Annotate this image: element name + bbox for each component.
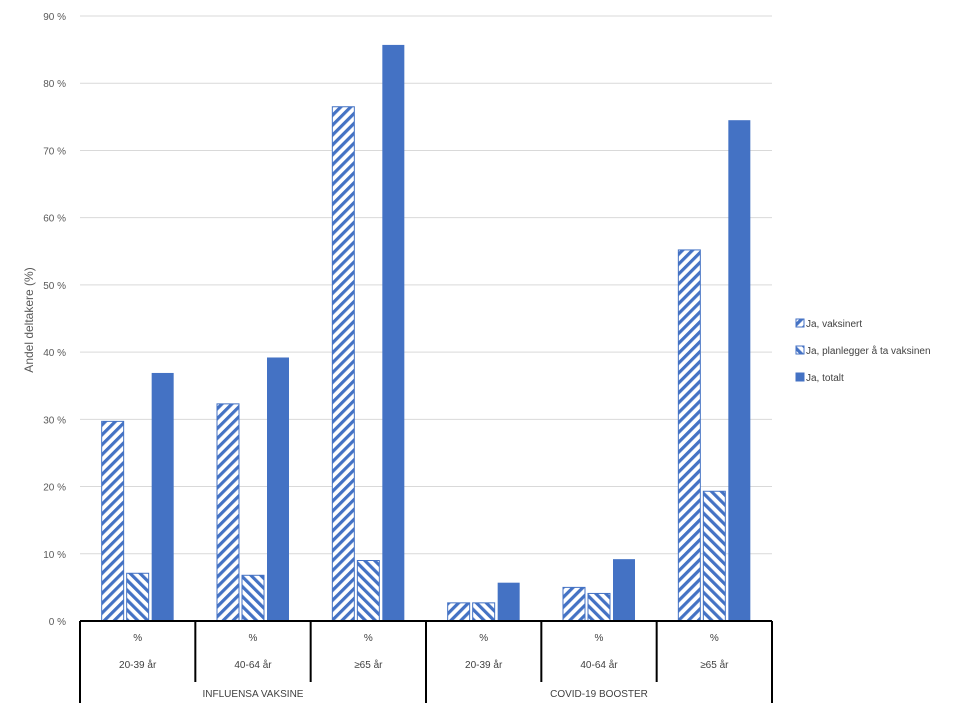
- legend-swatch: [795, 372, 805, 382]
- x-unit-label: %: [133, 633, 142, 644]
- x-unit-label: %: [710, 633, 719, 644]
- bar: [613, 559, 635, 621]
- bar: [126, 572, 150, 622]
- bar: [216, 403, 240, 622]
- y-tick-label: 50 %: [43, 281, 66, 292]
- bar: [677, 249, 701, 622]
- x-unit-label: %: [479, 633, 488, 644]
- y-tick-label: 80 %: [43, 79, 66, 90]
- x-category-label: 40-64 år: [580, 659, 618, 671]
- legend-swatch: [795, 345, 805, 355]
- y-tick-label: 30 %: [43, 415, 66, 426]
- y-tick-label: 20 %: [43, 483, 66, 494]
- gridlines: [80, 15, 772, 555]
- bar: [447, 602, 471, 622]
- bar: [728, 120, 751, 621]
- x-group-label: COVID-19 BOOSTER: [550, 689, 648, 700]
- x-axis: % 20-39 år% 40-64 år% ≥65 år% 20-39 år% 40-64…: [79, 620, 773, 703]
- y-axis-ticks: 0 % 10 % 20 % 30 % 40 % 50 % 60 % 70 % 80 % 90 %: [43, 12, 66, 628]
- bar: [562, 586, 586, 622]
- bar: [267, 357, 289, 621]
- legend-label: Ja, planlegger å ta vaksinen: [806, 345, 931, 357]
- x-unit-label: %: [364, 633, 373, 644]
- bar: [151, 372, 174, 621]
- y-axis-title: Andel deltakere (%): [22, 267, 36, 372]
- y-tick-label: 90 %: [43, 12, 66, 23]
- bar: [101, 420, 125, 622]
- legend-swatch: [795, 318, 805, 328]
- y-tick-label: 70 %: [43, 146, 66, 157]
- legend-label: Ja, vaksinert: [806, 319, 862, 330]
- legend: Ja, vaksinert Ja, planlegger å ta vaksine…: [795, 318, 931, 384]
- bar: [497, 582, 520, 621]
- x-category-label: ≥65 år: [354, 659, 383, 671]
- y-tick-label: 0 %: [49, 617, 66, 628]
- bar: [241, 574, 265, 622]
- bars: [101, 44, 751, 622]
- x-category-label: ≥65 år: [700, 659, 729, 671]
- bar: [472, 602, 496, 622]
- x-group-label: INFLUENSA VAKSINE: [203, 689, 304, 700]
- x-category-label: 20-39 år: [465, 659, 503, 671]
- bar: [356, 560, 380, 622]
- y-tick-label: 40 %: [43, 348, 66, 359]
- x-category-label: 40-64 år: [234, 659, 272, 671]
- x-category-label: 20-39 år: [119, 659, 157, 671]
- bar: [702, 490, 726, 622]
- x-unit-label: %: [249, 633, 258, 644]
- x-unit-label: %: [595, 633, 604, 644]
- bar: [382, 44, 405, 621]
- y-tick-label: 60 %: [43, 214, 66, 225]
- bar: [331, 106, 355, 622]
- legend-label: Ja, totalt: [806, 373, 844, 384]
- bar: [587, 592, 611, 622]
- y-tick-label: 10 %: [43, 550, 66, 561]
